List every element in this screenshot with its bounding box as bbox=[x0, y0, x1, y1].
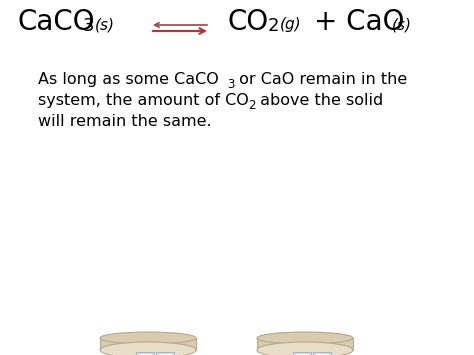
Polygon shape bbox=[100, 338, 196, 350]
Ellipse shape bbox=[100, 342, 196, 355]
Text: (s): (s) bbox=[392, 17, 412, 32]
Text: + CaO: + CaO bbox=[314, 8, 404, 36]
Polygon shape bbox=[293, 352, 311, 355]
Polygon shape bbox=[158, 353, 172, 355]
Polygon shape bbox=[257, 338, 353, 350]
Text: CaCO: CaCO bbox=[311, 350, 336, 355]
Polygon shape bbox=[138, 353, 152, 355]
Polygon shape bbox=[313, 352, 331, 355]
Text: CaO: CaO bbox=[126, 350, 145, 355]
Polygon shape bbox=[295, 353, 309, 355]
Text: above the solid: above the solid bbox=[255, 93, 383, 108]
Text: (s): (s) bbox=[95, 17, 115, 32]
Ellipse shape bbox=[100, 332, 196, 344]
Ellipse shape bbox=[257, 342, 353, 355]
Text: CaO: CaO bbox=[283, 350, 302, 355]
Polygon shape bbox=[136, 352, 154, 355]
Text: CaCO: CaCO bbox=[154, 350, 179, 355]
Polygon shape bbox=[315, 353, 329, 355]
Text: As long as some CaCO: As long as some CaCO bbox=[38, 72, 219, 87]
Polygon shape bbox=[156, 352, 174, 355]
Text: or CaO remain in the: or CaO remain in the bbox=[234, 72, 407, 87]
Text: CO: CO bbox=[228, 8, 269, 36]
Text: system, the amount of CO: system, the amount of CO bbox=[38, 93, 249, 108]
Ellipse shape bbox=[110, 343, 186, 355]
Text: 3: 3 bbox=[343, 348, 347, 354]
Text: CaCO: CaCO bbox=[18, 8, 95, 36]
Text: will remain the same.: will remain the same. bbox=[38, 114, 211, 129]
Text: 2: 2 bbox=[248, 99, 255, 112]
Text: (g): (g) bbox=[280, 17, 301, 32]
Ellipse shape bbox=[267, 343, 343, 355]
Text: 3: 3 bbox=[83, 17, 94, 35]
Text: 2: 2 bbox=[268, 17, 280, 35]
Text: 3: 3 bbox=[186, 348, 191, 354]
Text: 3: 3 bbox=[227, 78, 234, 91]
Ellipse shape bbox=[257, 332, 353, 344]
